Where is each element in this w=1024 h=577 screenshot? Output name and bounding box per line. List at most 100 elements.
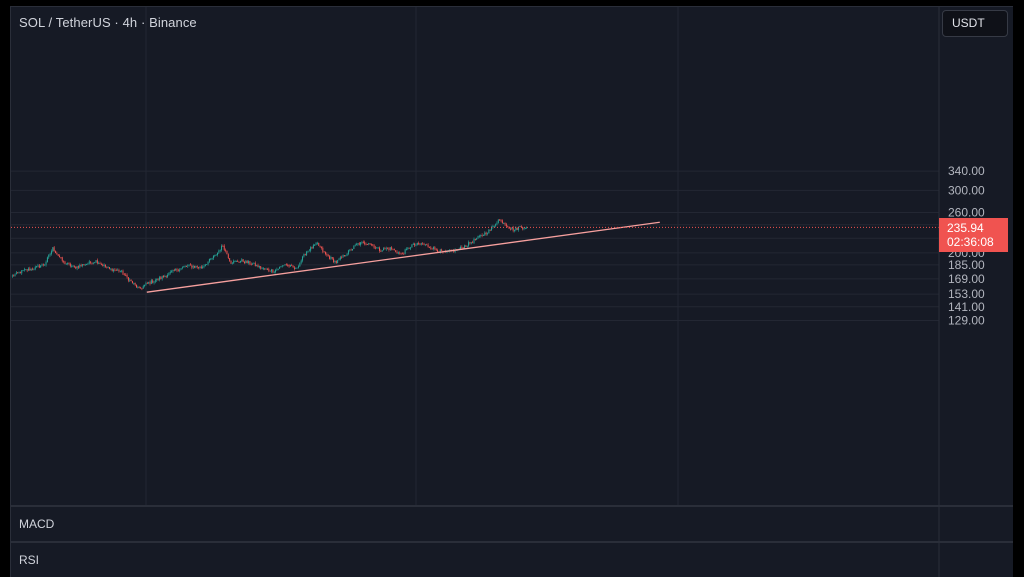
candle <box>175 268 177 271</box>
candle <box>191 264 193 270</box>
candle <box>353 245 355 250</box>
candle <box>150 278 152 285</box>
candle <box>524 227 526 230</box>
candle <box>190 262 191 266</box>
candle <box>49 252 51 257</box>
candle <box>326 252 328 257</box>
candle <box>484 231 486 237</box>
candle <box>383 247 385 251</box>
candle <box>237 259 239 262</box>
candle <box>465 244 467 247</box>
candle <box>495 223 497 228</box>
candle <box>48 254 50 259</box>
candle <box>385 246 387 251</box>
candle <box>392 248 394 251</box>
candle <box>260 266 262 270</box>
candle <box>312 243 314 249</box>
candle <box>408 247 410 249</box>
candle <box>426 243 428 246</box>
candle <box>311 246 313 249</box>
candle <box>202 265 204 269</box>
candle <box>401 252 403 255</box>
candle <box>335 260 337 264</box>
candle <box>318 242 320 247</box>
candle <box>119 270 121 273</box>
candle <box>137 285 139 289</box>
candle <box>470 242 472 245</box>
candle <box>129 277 131 282</box>
candle <box>146 281 148 285</box>
candle <box>322 246 324 254</box>
candle <box>501 219 503 224</box>
candle <box>23 267 25 272</box>
candle <box>92 262 94 265</box>
candle <box>204 263 206 267</box>
candle <box>414 242 416 248</box>
candle <box>244 260 245 265</box>
candle <box>46 256 48 263</box>
candle <box>482 234 484 237</box>
candle <box>331 257 333 260</box>
candle <box>289 264 291 267</box>
candle <box>26 268 28 273</box>
y-tick-label: 300.00 <box>948 183 985 197</box>
candlestick-chart[interactable]: 340.00300.00260.00240.00220.00200.00185.… <box>11 7 1013 577</box>
candle <box>34 265 36 271</box>
candle <box>423 242 425 246</box>
trendline[interactable] <box>146 221 660 293</box>
currency-button[interactable]: USDT <box>942 10 1008 37</box>
candle <box>179 268 181 273</box>
candle <box>320 246 322 250</box>
candle <box>428 246 430 249</box>
macd-pane-label[interactable]: MACD <box>19 517 55 531</box>
candle <box>185 265 187 267</box>
candle <box>117 268 119 271</box>
candle <box>32 267 34 271</box>
candle <box>433 246 434 251</box>
candle <box>91 262 93 265</box>
candle <box>76 266 78 271</box>
candle <box>38 263 40 269</box>
candle <box>94 261 96 264</box>
candle <box>134 282 136 287</box>
candle <box>114 268 116 272</box>
candle <box>115 268 117 271</box>
candle <box>298 264 299 269</box>
candle <box>279 266 281 269</box>
candle <box>358 242 360 246</box>
candle <box>511 227 513 230</box>
rsi-pane-label[interactable]: RSI <box>19 553 40 567</box>
candle <box>222 244 224 247</box>
candle <box>50 249 52 256</box>
bar-countdown: 02:36:08 <box>947 235 994 249</box>
candle <box>397 251 399 255</box>
candle <box>63 260 65 264</box>
candle <box>496 221 498 226</box>
candle <box>171 269 173 273</box>
candle <box>410 246 412 251</box>
candle <box>29 266 31 271</box>
candle <box>194 265 196 269</box>
candle <box>360 241 362 247</box>
candle <box>249 260 251 266</box>
candle <box>56 251 58 255</box>
candle <box>339 255 341 261</box>
candle <box>364 240 366 246</box>
candle <box>192 264 194 269</box>
candle <box>55 250 56 254</box>
candle <box>225 248 227 253</box>
candle <box>369 243 371 245</box>
candle <box>330 255 332 261</box>
candle <box>350 248 352 251</box>
candle <box>492 224 494 229</box>
candle <box>140 286 142 289</box>
chart-frame[interactable]: 340.00300.00260.00240.00220.00200.00185.… <box>10 6 1013 577</box>
candle <box>245 259 247 264</box>
candle <box>262 267 264 271</box>
candle <box>238 261 240 264</box>
candle <box>523 227 525 231</box>
candle <box>464 244 466 249</box>
candle <box>217 252 218 257</box>
candle <box>138 286 140 289</box>
candle <box>404 248 406 255</box>
